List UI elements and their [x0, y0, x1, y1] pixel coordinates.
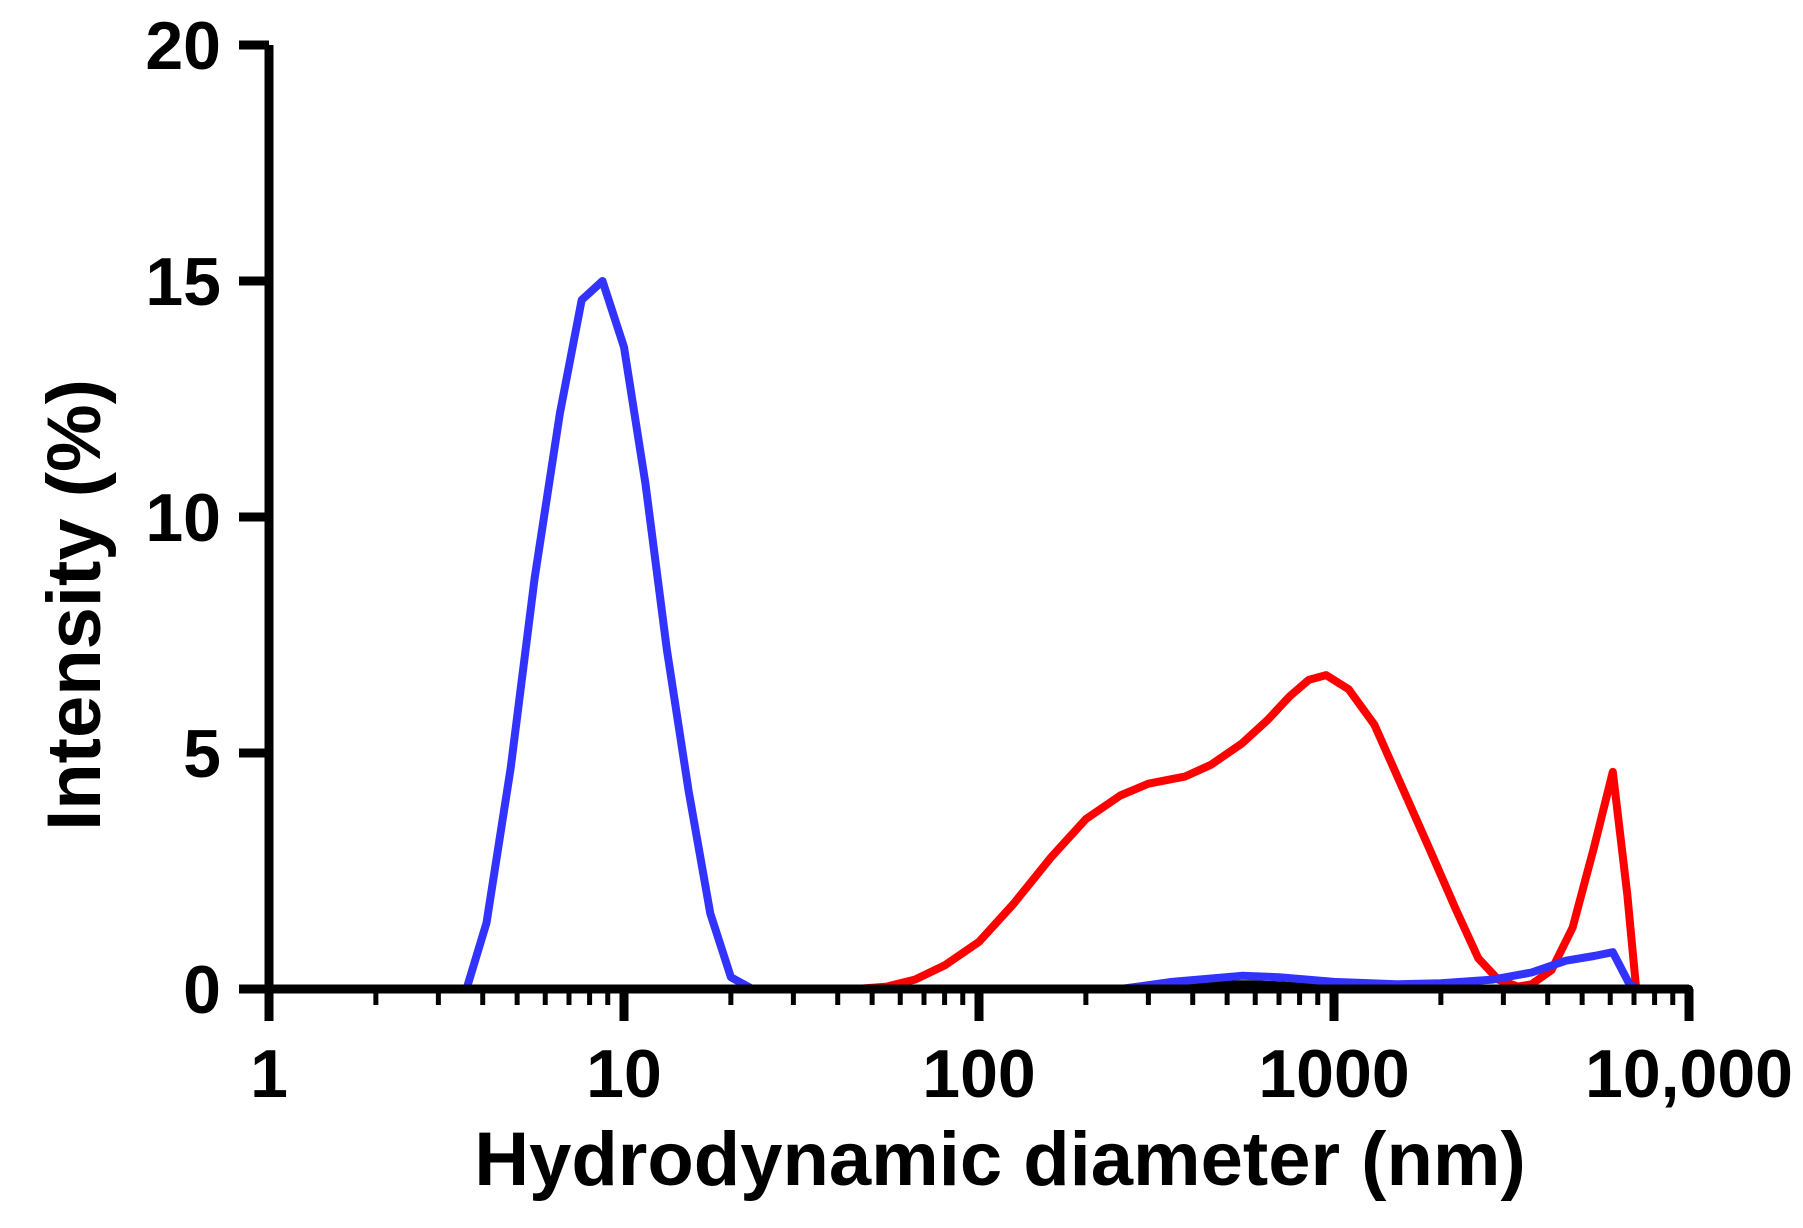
y-tick-label: 15	[145, 244, 221, 320]
x-tick-label: 100	[922, 1036, 1035, 1112]
y-axis-title: Intensity (%)	[32, 379, 117, 831]
x-tick-label: 10	[586, 1036, 662, 1112]
x-axis-title: Hydrodynamic diameter (nm)	[474, 1117, 1526, 1202]
y-tick-label: 0	[183, 952, 221, 1028]
x-tick-label: 1	[250, 1036, 288, 1112]
x-ticks: 1 10 100 1000 10,000	[250, 989, 1793, 1112]
y-tick-label: 5	[183, 716, 221, 792]
y-tick-label: 10	[145, 480, 221, 556]
x-tick-label: 1000	[1258, 1036, 1409, 1112]
y-ticks: 0 5 10 15 20	[145, 8, 269, 1028]
y-tick-label: 20	[145, 8, 221, 84]
series-line-1	[265, 671, 1693, 993]
axes	[264, 45, 1689, 994]
series-layer	[265, 277, 1693, 993]
x-tick-label: 10,000	[1585, 1036, 1793, 1112]
